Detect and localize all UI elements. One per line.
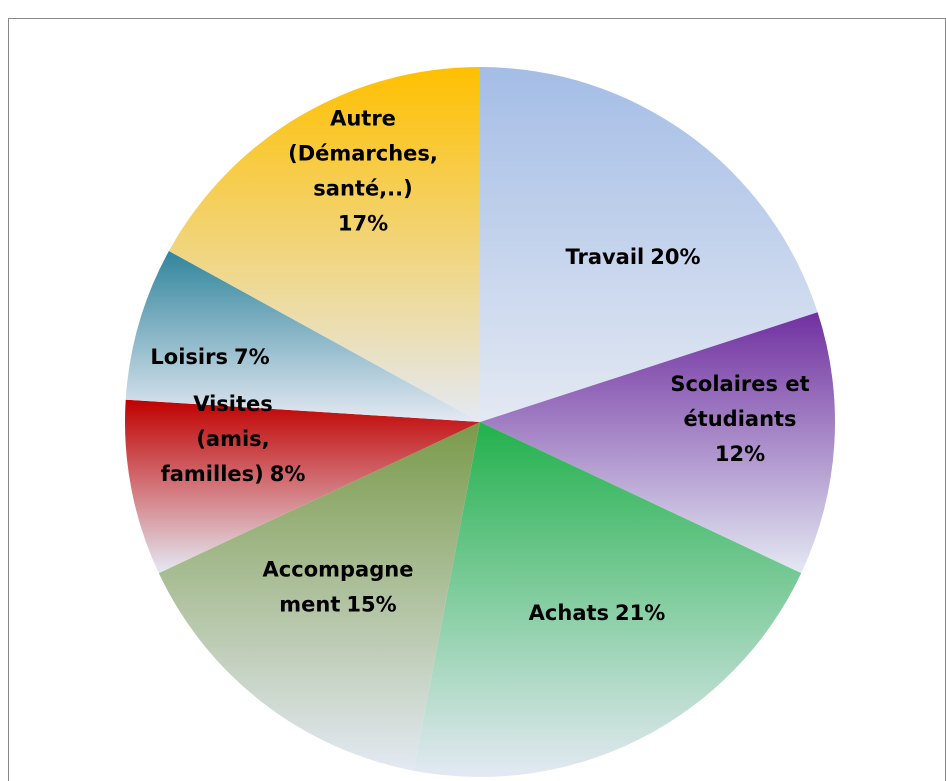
slice-label: Accompagne ment <box>263 558 414 617</box>
pie-slice <box>158 422 481 771</box>
slice-value-label: 15% <box>346 593 396 617</box>
pie-slice <box>413 422 802 777</box>
slice-label-line: (Démarches, <box>288 142 438 166</box>
slice-value-label: 17% <box>338 212 388 236</box>
slice-label-line: ment <box>279 593 340 617</box>
slice-label-line: Accompagne <box>263 558 414 582</box>
slice-label-line: Autre <box>330 107 396 131</box>
slice-label-line: étudiants <box>683 407 796 431</box>
slice-value-label: 20% <box>650 245 700 269</box>
pie-slice <box>480 67 818 422</box>
pie-slice <box>125 250 481 422</box>
pie-slice <box>124 399 480 574</box>
slice-label: Achats <box>529 601 609 625</box>
slice-label-line: familles) <box>161 462 264 486</box>
slice-value-label: 12% <box>715 442 765 466</box>
slice-label-line: Achats <box>529 601 609 625</box>
slice-label: Visites (amis, familles) <box>161 392 273 486</box>
slice-value-label: 8% <box>270 462 306 486</box>
slice-value-label: 21% <box>615 601 665 625</box>
slice-label-line: santé,..) <box>313 177 412 201</box>
slice-label-line: Loisirs <box>150 345 228 369</box>
slice-label: Loisirs <box>150 345 228 369</box>
slice-label: Scolaires et étudiants <box>670 372 809 431</box>
pie-slice <box>168 67 480 422</box>
slice-value-label: 7% <box>234 345 270 369</box>
slice-label-line: Travail <box>565 245 644 269</box>
slice-label-line: (amis, <box>196 427 269 451</box>
slice-label: Travail <box>565 245 644 269</box>
slice-label-line: Visites <box>193 392 273 416</box>
slice-label: Autre (Démarches, santé,..) <box>288 107 438 201</box>
pie-slice <box>480 312 835 574</box>
slice-label-line: Scolaires et <box>670 372 809 396</box>
